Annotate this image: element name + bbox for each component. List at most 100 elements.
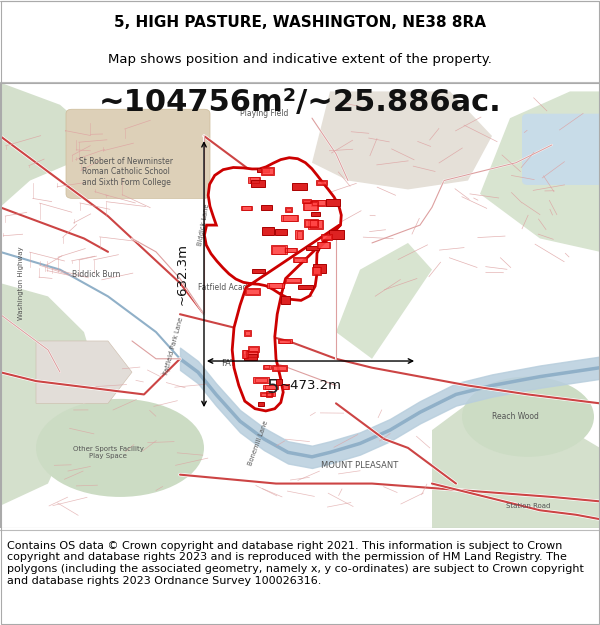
Polygon shape [432,386,600,528]
Bar [265,385,277,389]
Bar [263,364,271,369]
Bar [279,340,290,343]
Bar [294,258,306,262]
Bar [266,391,272,397]
Bar [296,231,302,239]
Bar [271,246,287,254]
Bar [253,378,269,382]
Bar [298,285,313,289]
Bar [254,378,268,382]
Bar [308,220,323,229]
Bar [303,201,318,210]
Bar [326,199,340,206]
Text: Map shows position and indicative extent of the property.: Map shows position and indicative extent… [108,53,492,66]
Ellipse shape [36,399,204,497]
Bar [286,278,300,282]
Bar [247,289,259,294]
Bar [319,242,329,248]
Bar [250,177,259,182]
Bar [242,350,248,358]
Bar [295,231,303,239]
Text: Fatfield Park Lane: Fatfield Park Lane [163,316,185,375]
Bar [317,181,326,184]
Bar [292,183,307,190]
FancyBboxPatch shape [66,109,210,198]
Bar [283,216,297,221]
Bar [268,282,284,289]
Bar [260,168,274,174]
Text: Contains OS data © Crown copyright and database right 2021. This information is : Contains OS data © Crown copyright and d… [7,541,584,586]
Bar [243,350,247,358]
Bar [272,365,287,371]
Bar [269,283,283,288]
Bar [284,248,297,252]
Text: St Robert of Newminster
Roman Catholic School
and Sixth Form College: St Robert of Newminster Roman Catholic S… [79,157,173,186]
Bar [303,200,310,203]
Bar [317,242,330,248]
Bar [245,288,260,294]
Bar [260,392,275,396]
Text: FATFIELD: FATFIELD [221,359,259,368]
Text: MOUNT PLEASANT: MOUNT PLEASANT [322,461,398,470]
Bar [321,234,332,240]
Bar [257,168,269,172]
Bar [281,296,290,304]
Bar [282,384,289,389]
Bar [316,181,327,184]
Bar [307,246,319,250]
Bar [275,379,283,386]
Bar [251,179,265,187]
Bar [311,200,326,206]
Bar [329,230,344,239]
Bar [302,199,311,203]
Bar [285,208,292,212]
Polygon shape [36,341,132,403]
Polygon shape [336,243,432,359]
Bar [258,402,264,406]
Bar [275,229,287,234]
Bar [286,208,291,211]
Bar [246,351,257,357]
Bar [245,351,259,358]
Text: Fatfield Academy: Fatfield Academy [198,283,264,292]
Bar [262,228,274,235]
Bar [248,346,259,352]
Text: 5: 5 [267,378,279,398]
Polygon shape [0,283,96,506]
Bar [248,177,260,183]
Text: Biddick Burn: Biddick Burn [72,269,121,279]
Bar [241,206,252,211]
Bar [262,204,272,210]
Text: ~632.3m: ~632.3m [176,243,189,305]
Bar [285,248,296,252]
Text: Bonemill Lane: Bonemill Lane [247,420,269,467]
Bar [305,220,317,226]
Text: Biddick Lane: Biddick Lane [197,204,211,246]
Bar [244,330,251,336]
Bar [249,347,258,351]
Bar [304,219,318,227]
Bar [283,385,288,389]
Bar [265,365,269,368]
Bar [312,200,325,205]
Bar [313,267,320,274]
Bar [267,391,271,396]
Bar [244,354,257,360]
Bar [272,246,286,254]
Bar [278,339,292,344]
Bar [322,235,331,239]
Bar [245,331,250,336]
Polygon shape [205,158,341,411]
FancyBboxPatch shape [522,114,600,185]
Bar [311,211,320,216]
Bar [284,278,301,282]
Text: Station Road: Station Road [506,503,550,509]
Bar [273,366,286,371]
Text: Washington Highway: Washington Highway [18,246,24,320]
Bar [293,257,307,262]
Bar [262,168,273,174]
Bar [281,215,298,221]
Bar [313,264,326,272]
Bar [263,384,278,389]
Text: Reach Wood: Reach Wood [492,412,539,421]
